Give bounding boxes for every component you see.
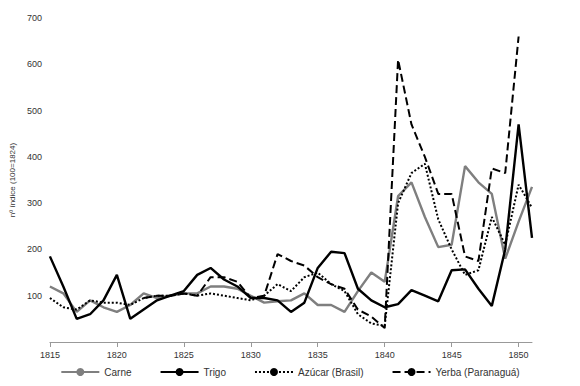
svg-text:200: 200 xyxy=(27,244,42,254)
svg-text:700: 700 xyxy=(27,13,42,23)
svg-text:600: 600 xyxy=(27,59,42,69)
svg-text:1820: 1820 xyxy=(107,350,127,360)
svg-text:1825: 1825 xyxy=(174,350,194,360)
svg-text:Trigo: Trigo xyxy=(204,367,227,378)
svg-text:Carne: Carne xyxy=(104,367,132,378)
svg-text:1835: 1835 xyxy=(308,350,328,360)
svg-text:1840: 1840 xyxy=(375,350,395,360)
svg-text:1815: 1815 xyxy=(40,350,60,360)
svg-text:nº índice (100=1824): nº índice (100=1824) xyxy=(8,143,17,218)
svg-text:Azúcar (Brasil): Azúcar (Brasil) xyxy=(298,367,364,378)
svg-text:Yerba (Paranaguá): Yerba (Paranaguá) xyxy=(436,367,520,378)
svg-text:400: 400 xyxy=(27,152,42,162)
svg-text:100: 100 xyxy=(27,291,42,301)
svg-text:1830: 1830 xyxy=(241,350,261,360)
svg-text:1850: 1850 xyxy=(509,350,529,360)
svg-text:300: 300 xyxy=(27,198,42,208)
svg-text:1845: 1845 xyxy=(442,350,462,360)
svg-text:500: 500 xyxy=(27,106,42,116)
